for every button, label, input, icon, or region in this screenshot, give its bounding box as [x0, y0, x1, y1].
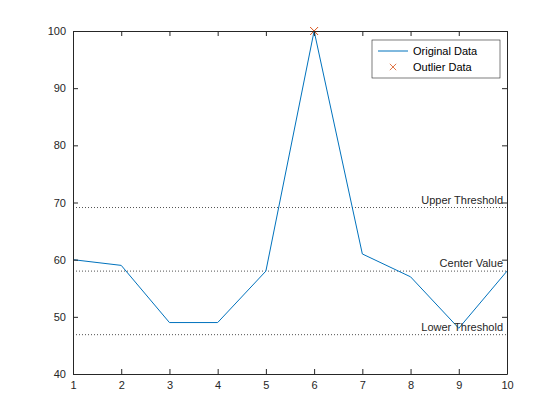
tick-label: 80 [54, 139, 66, 151]
tick: 90 [54, 82, 78, 94]
tick-mark [169, 369, 170, 374]
tick [502, 317, 507, 318]
tick: 8 [408, 369, 414, 391]
legend: Original Data Outlier Data [372, 40, 500, 78]
tick [169, 31, 170, 36]
tick-mark [73, 260, 78, 261]
tick: 4 [215, 369, 221, 391]
background [0, 0, 560, 420]
axes-background [73, 31, 507, 374]
legend-label: Original Data [413, 45, 478, 57]
tick-label: 8 [408, 379, 414, 391]
tick [459, 31, 460, 36]
tick: 3 [167, 369, 173, 391]
tick [502, 88, 507, 89]
tick-label: 3 [167, 379, 173, 391]
reference-line [73, 334, 507, 335]
tick-mark [218, 31, 219, 36]
legend-box [372, 40, 500, 78]
tick-label: 100 [48, 25, 66, 37]
tick-mark [121, 369, 122, 374]
legend-swatch [378, 51, 408, 52]
tick-mark [362, 31, 363, 36]
tick-label: 50 [54, 311, 66, 323]
tick: 6 [312, 369, 318, 391]
tick-label: 2 [119, 379, 125, 391]
plot-area: 1 2 3 4 5 6 7 8 9 10 40 50 60 70 80 90 100 Upper Threshol… [48, 25, 514, 391]
tick [411, 31, 412, 36]
tick: 9 [456, 369, 462, 391]
tick-label: 60 [54, 254, 66, 266]
tick-label: 6 [312, 379, 318, 391]
tick-label: 4 [215, 379, 221, 391]
x-axis-top [74, 31, 508, 36]
tick [314, 31, 315, 36]
tick [502, 374, 507, 375]
tick [121, 31, 122, 36]
tick-label: 1 [70, 379, 76, 391]
tick-mark [73, 88, 78, 89]
tick-label: 7 [360, 379, 366, 391]
tick: 60 [54, 254, 78, 266]
tick: 50 [54, 311, 78, 323]
tick [502, 145, 507, 146]
tick-mark [266, 369, 267, 374]
reference-line [73, 271, 507, 272]
tick-mark [73, 203, 78, 204]
axis-line [74, 31, 508, 32]
tick: 80 [54, 139, 78, 151]
tick: 70 [54, 197, 78, 209]
tick-mark [502, 145, 507, 146]
tick-mark [73, 374, 78, 375]
tick [362, 31, 363, 36]
tick-mark [314, 31, 315, 36]
tick-mark [459, 369, 460, 374]
reference-line [73, 207, 507, 208]
tick: 100 [48, 25, 78, 37]
tick: 40 [54, 368, 78, 380]
tick-mark [502, 31, 507, 32]
tick-mark [218, 369, 219, 374]
legend-label: Outlier Data [413, 61, 473, 73]
tick-label: 5 [263, 379, 269, 391]
reference-label: Upper Threshold [421, 194, 503, 206]
reference-lines [73, 208, 507, 335]
tick-mark [502, 88, 507, 89]
axis-line [74, 374, 508, 375]
tick-mark [459, 31, 460, 36]
reference-label: Center Value [440, 257, 503, 269]
data-line [73, 31, 507, 328]
tick-mark [121, 31, 122, 36]
x-axis: 1 2 3 4 5 6 7 8 9 10 [70, 369, 513, 391]
tick [266, 31, 267, 36]
tick-mark [502, 317, 507, 318]
tick [502, 31, 507, 32]
tick-label: 10 [501, 379, 513, 391]
tick-mark [502, 374, 507, 375]
reference-labels: Upper Threshold Center Value Lower Thresho… [421, 194, 503, 333]
data-layer [73, 31, 507, 328]
tick-mark [411, 31, 412, 36]
tick-mark [169, 31, 170, 36]
tick: 5 [263, 369, 269, 391]
tick-mark [314, 369, 315, 374]
reference-label: Lower Threshold [421, 321, 503, 333]
tick: 2 [119, 369, 125, 391]
tick-mark [73, 31, 78, 32]
y-axis: 40 50 60 70 80 90 100 [48, 25, 78, 380]
axis-line [507, 32, 508, 375]
tick-label: 40 [54, 368, 66, 380]
tick: 7 [360, 369, 366, 391]
tick-label: 90 [54, 82, 66, 94]
legend-swatch [390, 64, 396, 70]
tick-mark [362, 369, 363, 374]
tick-label: 70 [54, 197, 66, 209]
tick-mark [266, 31, 267, 36]
tick-label: 9 [456, 379, 462, 391]
tick-mark [411, 369, 412, 374]
tick-mark [73, 317, 78, 318]
tick [218, 31, 219, 36]
tick-mark [73, 145, 78, 146]
